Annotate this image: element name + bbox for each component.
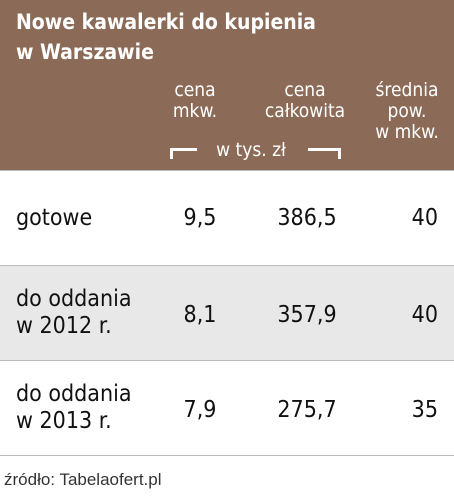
cell: 275,7 (277, 397, 337, 423)
cell: 9,5 (183, 205, 217, 231)
row-label-line: do oddania (16, 381, 132, 407)
column-header-line: w mkw. (375, 121, 439, 143)
table-row: do oddania w 2013 r. 7,9 275,7 35 (0, 360, 454, 456)
row-label: gotowe (16, 205, 92, 232)
column-header: średnia pow. w mkw. (362, 80, 452, 143)
cell: 357,9 (277, 302, 337, 328)
table-row: gotowe 9,5 386,5 40 (0, 170, 454, 265)
cell: 386,5 (277, 205, 337, 231)
title: w Warszawie (16, 40, 154, 64)
cell: 40 (411, 302, 438, 328)
row-label-line: gotowe (16, 205, 93, 231)
cell: 40 (411, 205, 438, 231)
title: Nowe kawalerki do kupienia (16, 10, 316, 34)
row-label-line: w 2012 r. (16, 313, 112, 339)
cell: 35 (411, 397, 438, 423)
column-header: cena całkowita (250, 80, 360, 122)
column-header: cena mkw. (160, 80, 230, 122)
cell: 8,1 (183, 302, 217, 328)
column-header-line: mkw. (172, 100, 218, 122)
unit: w tys. zł (216, 139, 286, 161)
table-row: do oddania w 2012 r. 8,1 357,9 40 (0, 265, 454, 360)
column-header-line: cena (284, 79, 326, 101)
row-label: do oddania w 2013 r. (16, 381, 132, 435)
cell: 7,9 (183, 397, 217, 423)
header: Nowe kawalerki do kupienia w Warszawie c… (0, 0, 454, 170)
column-header-line: cena (174, 79, 216, 101)
bracket (170, 148, 197, 159)
row-label-line: w 2013 r. (16, 408, 112, 434)
row-label: do oddania w 2012 r. (16, 286, 132, 340)
column-header-line: całkowita (264, 100, 346, 122)
column-header-line: pow. (387, 100, 427, 122)
bracket (308, 148, 341, 159)
column-header-line: średnia (375, 79, 439, 101)
row-label-line: do oddania (16, 286, 132, 312)
source: źródło: Tabelaofert.pl (4, 470, 162, 489)
